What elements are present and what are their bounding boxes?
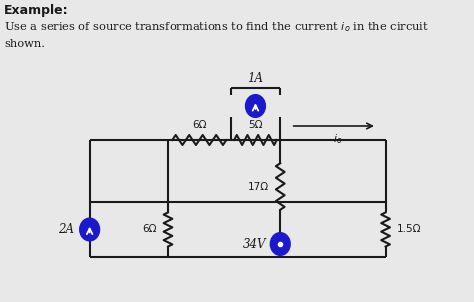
Text: 1.5Ω: 1.5Ω <box>397 224 421 234</box>
Text: 6Ω: 6Ω <box>192 120 207 130</box>
Text: $i_o$: $i_o$ <box>333 132 342 146</box>
Text: 17Ω: 17Ω <box>248 182 269 191</box>
Text: 5Ω: 5Ω <box>248 120 263 130</box>
Circle shape <box>271 233 290 255</box>
Text: Use a series of source transformations to find the current $i_o$ in the circuit
: Use a series of source transformations t… <box>4 20 429 50</box>
Text: 1A: 1A <box>247 72 264 85</box>
Text: 34V: 34V <box>243 237 266 250</box>
Circle shape <box>246 95 265 117</box>
Circle shape <box>80 219 99 240</box>
Text: 2A: 2A <box>58 223 74 236</box>
Text: Example:: Example: <box>4 4 69 17</box>
Text: 6Ω: 6Ω <box>142 224 157 234</box>
